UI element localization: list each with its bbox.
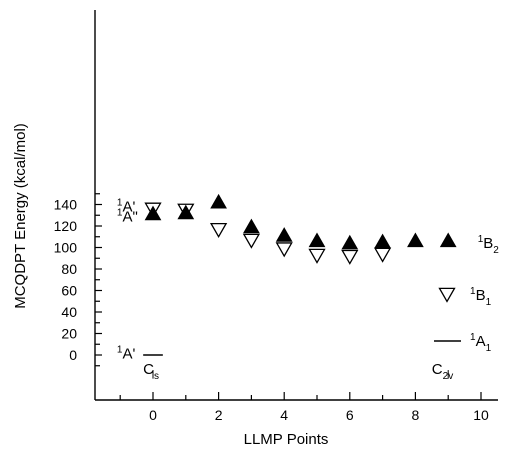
- series-1b1: [146, 203, 391, 263]
- data-point: [211, 195, 226, 208]
- x-tick-label: 10: [473, 407, 489, 423]
- legend-label: 1A1: [470, 332, 492, 354]
- annotation-label: Cs: [143, 361, 159, 382]
- y-axis-title: MCQDPT Energy (kcal/mol): [12, 123, 29, 309]
- legend-label: 1B1: [470, 286, 492, 308]
- legend-entry: 1A1: [434, 332, 492, 354]
- y-tick-label: 40: [61, 304, 77, 320]
- x-tick-label: 2: [215, 407, 223, 423]
- legend: 1B1 1A1: [434, 286, 492, 354]
- x-tick-label: 0: [149, 407, 157, 423]
- data-point: [441, 234, 456, 247]
- x-axis-title: LLMP Points: [244, 431, 329, 448]
- data-point: [342, 236, 357, 249]
- annotation-label: 1A': [117, 344, 136, 362]
- data-point: [375, 235, 390, 248]
- y-tick-label: 60: [61, 283, 77, 299]
- legend-marker-icon: [440, 288, 455, 301]
- annotation-label: C2v: [432, 361, 453, 382]
- x-tick-label: 6: [346, 407, 354, 423]
- data-point: [244, 220, 259, 233]
- data-point: [408, 234, 423, 247]
- y-tick-label: 100: [54, 240, 78, 256]
- series-layer: [143, 195, 456, 355]
- series-1b2: [146, 195, 456, 249]
- data-point: [277, 228, 292, 241]
- y-tick-label: 0: [69, 347, 77, 363]
- y-tick-label: 20: [61, 326, 77, 342]
- data-point: [342, 250, 357, 263]
- annotation-label: 1A": [117, 207, 138, 225]
- data-point: [146, 207, 161, 220]
- y-tick-label: 120: [54, 218, 78, 234]
- y-tick-label: 80: [61, 261, 77, 277]
- data-point: [277, 243, 292, 256]
- y-tick-label: 140: [54, 197, 78, 213]
- data-point: [244, 234, 259, 247]
- x-tick-label: 4: [280, 407, 288, 423]
- chart-annotations: 1A'1A"1A'CsC2v1B2: [117, 198, 499, 382]
- annotation-label: 1B2: [478, 234, 500, 256]
- legend-entry: 1B1: [440, 286, 492, 308]
- data-point: [310, 234, 325, 247]
- data-point: [211, 224, 226, 237]
- data-point: [310, 249, 325, 262]
- data-point: [375, 248, 390, 261]
- x-tick-label: 8: [412, 407, 420, 423]
